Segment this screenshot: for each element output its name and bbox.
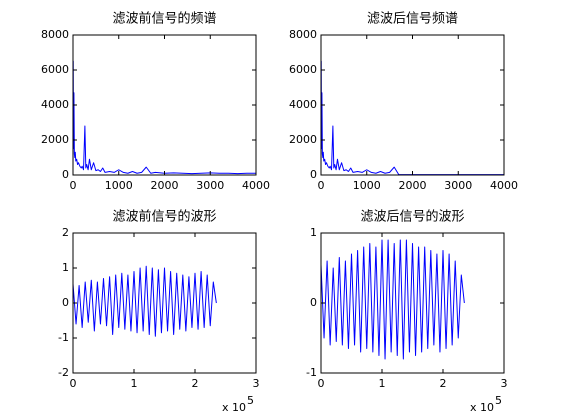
y-tick-label: 0 — [310, 168, 317, 181]
x-tick-label: 4000 — [490, 179, 518, 192]
x-tick-label: 1000 — [105, 179, 133, 192]
signal-line — [72, 60, 256, 176]
x-tick-label: 1000 — [353, 179, 381, 192]
plot-area — [321, 35, 504, 175]
y-tick-label: 0 — [62, 296, 69, 309]
y-tick-label: -2 — [58, 366, 69, 379]
y-tick-label: 2 — [62, 226, 69, 239]
subplot-title: 滤波后信号的波形 — [360, 209, 464, 225]
subplot-title: 滤波前信号的频谱 — [112, 11, 216, 27]
y-tick-label: 2000 — [289, 133, 317, 146]
y-tick-label: 0 — [310, 296, 317, 309]
x-tick-label: 4000 — [242, 179, 270, 192]
y-tick-label: 1 — [62, 261, 69, 274]
x-tick-label: 3000 — [196, 179, 224, 192]
x-multiplier: x 10 — [222, 401, 246, 414]
x-multiplier: x 10 — [470, 401, 494, 414]
x-tick-label: 0 — [318, 377, 325, 390]
y-tick-label: 4000 — [289, 98, 317, 111]
x-tick-label: 2 — [440, 377, 447, 390]
x-tick-label: 2 — [192, 377, 199, 390]
y-tick-label: 8000 — [41, 28, 69, 41]
x-exponent: 5 — [247, 394, 254, 407]
y-tick-label: 0 — [62, 168, 69, 181]
x-tick-label: 0 — [318, 179, 325, 192]
y-tick-label: 4000 — [41, 98, 69, 111]
x-tick-label: 2000 — [151, 179, 179, 192]
signal-line — [320, 239, 465, 360]
signal-line — [72, 265, 217, 337]
subplot-title: 滤波前信号的波形 — [112, 209, 216, 225]
y-tick-label: 2000 — [41, 133, 69, 146]
y-tick-label: 6000 — [41, 63, 69, 76]
y-tick-label: -1 — [306, 366, 317, 379]
x-tick-label: 0 — [70, 377, 77, 390]
x-tick-label: 3 — [501, 377, 508, 390]
plot-area — [73, 35, 256, 175]
y-tick-label: -1 — [58, 331, 69, 344]
x-tick-label: 2000 — [399, 179, 427, 192]
plot-area — [73, 233, 256, 373]
y-tick-label: 8000 — [289, 28, 317, 41]
x-tick-label: 3 — [253, 377, 260, 390]
x-tick-label: 1 — [131, 377, 138, 390]
y-tick-label: 6000 — [289, 63, 317, 76]
x-tick-label: 1 — [379, 377, 386, 390]
subplot-title: 滤波后信号频谱 — [367, 12, 458, 27]
x-tick-label: 3000 — [444, 179, 472, 192]
y-tick-label: 1 — [310, 226, 317, 239]
x-tick-label: 0 — [70, 179, 77, 192]
x-exponent: 5 — [495, 394, 502, 407]
